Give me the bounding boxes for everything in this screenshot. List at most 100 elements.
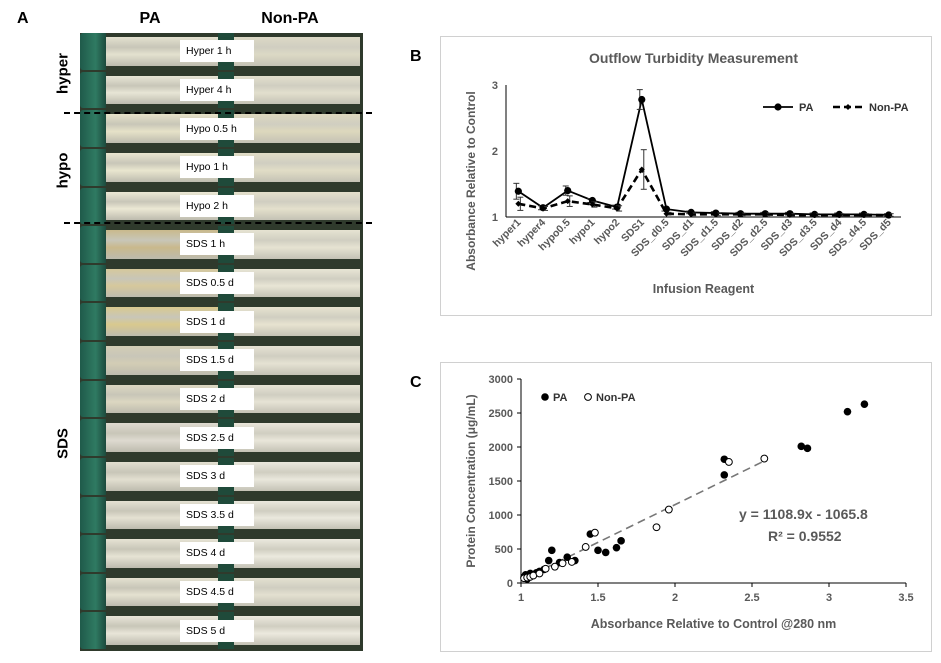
turbidity-line-chart: Outflow Turbidity Measurement123hyper1hy… [464,50,909,296]
scatter-point-non-pa [558,559,567,568]
x-tick-label: 1 [518,592,524,604]
tube-row: Hypo 1 h [80,148,363,186]
tube-label: SDS 2 d [180,387,254,410]
group-label-hypo: hypo [54,152,72,189]
tube-non-pa-sample [234,152,360,182]
tube-row: SDS 4.5 d [80,573,363,611]
tube-row: SDS 1 d [80,303,363,340]
tube-cap [80,110,106,147]
tube-row: Hyper 1 h [80,33,363,70]
panel-b-letter: B [410,48,422,65]
scatter-point-pa [601,548,610,557]
tube-cap [80,496,106,534]
tube-non-pa-sample [234,268,360,298]
tube-row: SDS 3 d [80,457,363,495]
tube-label: SDS 0.5 d [180,272,254,295]
tube-label: SDS 4.5 d [180,581,254,604]
y-tick-label: 2 [492,146,498,158]
scatter-point-pa [544,556,553,565]
y-tick-label: 1500 [489,476,513,488]
data-point-non-pa [564,198,571,205]
tube-non-pa-sample [234,75,360,105]
group-label-sds: SDS [54,428,72,459]
scatter-point-non-pa [725,458,733,466]
scatter-point-pa [617,537,625,545]
y-tick-label: 500 [495,544,513,556]
tube-cap [80,33,106,70]
scatter-point-non-pa [664,505,673,514]
scatter-point-pa [843,407,852,416]
tube-cap [80,264,106,302]
y-tick-label: 0 [507,578,513,590]
tube-label: SDS 4 d [180,542,254,565]
tube-non-pa-sample [234,114,360,143]
tube-label: SDS 5 d [180,619,254,642]
data-point-non-pa [836,212,843,219]
tube-non-pa-sample [234,423,360,452]
tube-row: Hypo 2 h [80,187,363,225]
x-tick-label: hypo2 [592,217,622,247]
y-tick-label: 1 [492,212,498,224]
scatter-point-pa [720,471,729,479]
data-point-pa [638,95,646,104]
tube-non-pa-sample [234,539,360,568]
scatter-point-pa [548,546,556,555]
data-point-pa [514,187,522,195]
data-point-non-pa [589,201,596,208]
y-axis-title: Absorbance Relative to Control [464,91,478,270]
tube-label: Hypo 2 h [180,194,254,217]
scatter-point-pa [860,400,869,408]
protein-scatter-chart: 0 500 1000 1500 2000 2500 3000 1 1.5 2 2.5 3 3.5 Abso… [464,374,914,631]
tube-cap [80,226,106,263]
x-tick-label: 3.5 [898,592,913,604]
legend-label-pa: PA [553,392,568,404]
x-tick-label: 3 [826,592,832,604]
tube-cap [80,380,106,418]
protein-chart-frame: 0 500 1000 1500 2000 2500 3000 1 1.5 2 2.5 3 3.5 Abso… [440,362,932,652]
data-point-non-pa [737,211,744,218]
series-line-pa [517,99,889,216]
data-point-non-pa [515,200,522,207]
tube-cap [80,573,106,611]
data-point-pa [564,187,572,195]
scatter-point-non-pa [591,528,599,537]
scatter-point-non-pa [541,564,550,573]
tube-label: SDS 1 h [180,233,254,256]
tube-row: SDS 3.5 d [80,496,363,534]
legend-label-non-pa: Non-PA [869,102,909,114]
legend-marker-pa [774,103,782,111]
panel-a-letter: A [17,10,29,27]
r-squared-label: R² = 0.9552 [768,528,842,544]
x-axis-title: Infusion Reagent [653,282,755,296]
x-axis-title: Absorbance Relative to Control @280 nm [591,617,837,631]
legend-marker-non-pa [584,393,592,401]
scatter-point-pa [612,543,621,552]
tube-row: SDS 2.5 d [80,419,363,456]
x-tick-label: 2 [672,592,678,604]
tube-label: SDS 2.5 d [180,426,254,449]
tube-cap [80,419,106,456]
data-point-non-pa [638,166,645,173]
tube-label: SDS 1 d [180,310,254,333]
tube-label: Hyper 4 h [180,78,254,101]
tube-row: SDS 5 d [80,612,363,649]
tube-cap [80,71,106,109]
tube-non-pa-sample [234,500,360,530]
series-line-non-pa [518,166,889,217]
tube-non-pa-sample [234,37,360,66]
scatter-point-pa [563,553,571,561]
scatter-point-non-pa [550,562,559,571]
tube-row: SDS 1.5 d [80,342,363,379]
column-header-pa: PA [139,10,161,27]
data-point-non-pa [860,212,867,219]
data-point-non-pa [688,211,695,218]
tube-non-pa-sample [234,616,360,645]
legend-label-pa: PA [799,102,814,114]
data-point-non-pa [663,210,670,217]
tube-label: SDS 3.5 d [180,503,254,526]
tube-label: SDS 1.5 d [180,349,254,372]
legend-marker-pa [541,393,549,401]
chart-title: Outflow Turbidity Measurement [589,50,798,66]
tube-row: Hyper 4 h [80,71,363,109]
divider-hyper-hypo [64,112,372,114]
